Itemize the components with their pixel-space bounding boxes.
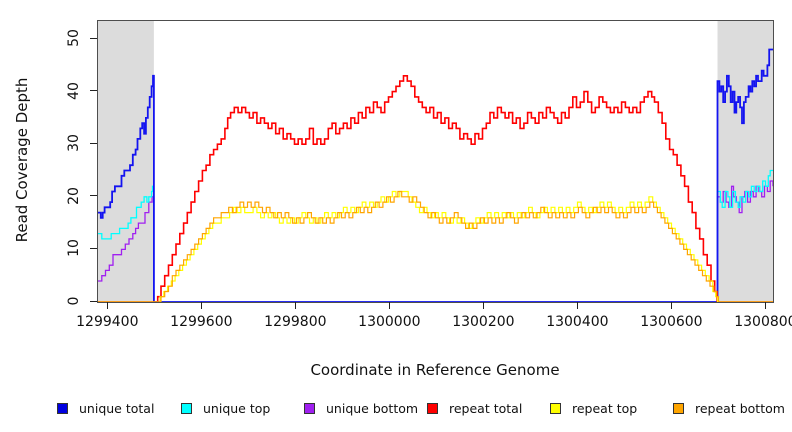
legend-swatch-icon: [673, 402, 684, 414]
legend-item-unique-total: unique total: [57, 396, 154, 420]
x-axis-tick: [294, 302, 296, 309]
series-line-unique-top: [98, 169, 773, 302]
legend-swatch-icon: [550, 402, 561, 414]
legend-item-repeat-total: repeat total: [427, 396, 522, 420]
x-axis-tick: [106, 302, 108, 309]
legend-item-repeat-top: repeat top: [550, 396, 637, 420]
legend-label: repeat top: [572, 400, 638, 416]
x-axis-tick: [670, 302, 672, 309]
y-axis-title: Read Coverage Depth: [13, 77, 31, 243]
y-tick-label: 0: [66, 296, 82, 306]
y-axis-tick: [90, 142, 97, 144]
x-axis-tick: [576, 302, 578, 309]
series-line-repeat-total: [98, 75, 773, 302]
y-axis-tick: [90, 195, 97, 197]
y-axis-tick: [90, 247, 97, 249]
legend-swatch-icon: [181, 402, 192, 414]
series-line-repeat-bottom: [98, 190, 773, 302]
legend: unique total unique top unique bottom repea…: [0, 396, 792, 420]
y-axis-tick: [90, 300, 97, 302]
plot-area: [97, 20, 774, 303]
x-axis-tick: [200, 302, 202, 309]
x-axis-tick: [764, 302, 766, 309]
x-tick-label: 1299600: [170, 314, 233, 330]
right-unique-region: [717, 21, 773, 302]
y-tick-label: 30: [66, 134, 82, 153]
left-unique-region: [98, 21, 154, 302]
x-axis-tick: [482, 302, 484, 309]
y-tick-label: 10: [66, 239, 82, 258]
y-tick-label: 20: [66, 186, 82, 205]
series-line-unique-bottom: [98, 180, 773, 302]
series-line-unique-total: [98, 48, 773, 302]
coverage-plot: [98, 21, 773, 302]
legend-label: repeat total: [449, 400, 523, 416]
x-axis-title: Coordinate in Reference Genome: [310, 361, 560, 379]
legend-swatch-icon: [304, 402, 315, 414]
legend-label: unique total: [79, 400, 155, 416]
x-tick-label: 1300200: [452, 314, 515, 330]
x-tick-label: 1299800: [264, 314, 327, 330]
legend-label: unique top: [203, 400, 271, 416]
legend-label: repeat bottom: [695, 400, 785, 416]
y-axis-tick: [90, 90, 97, 92]
y-axis-tick: [90, 37, 97, 39]
y-tick-label: 40: [66, 81, 82, 100]
legend-item-unique-bottom: unique bottom: [304, 396, 418, 420]
x-tick-label: 1300000: [358, 314, 421, 330]
x-tick-label: 1300400: [546, 314, 609, 330]
legend-swatch-icon: [57, 402, 68, 414]
series-line-repeat-top: [98, 190, 773, 302]
x-axis-tick: [388, 302, 390, 309]
legend-item-repeat-bottom: repeat bottom: [673, 396, 785, 420]
legend-swatch-icon: [427, 402, 438, 414]
x-tick-label: 1300800: [734, 314, 792, 330]
x-tick-label: 1300600: [640, 314, 703, 330]
legend-item-unique-top: unique top: [181, 396, 270, 420]
x-tick-label: 1299400: [76, 314, 139, 330]
legend-label: unique bottom: [326, 400, 419, 416]
y-tick-label: 50: [66, 29, 82, 47]
